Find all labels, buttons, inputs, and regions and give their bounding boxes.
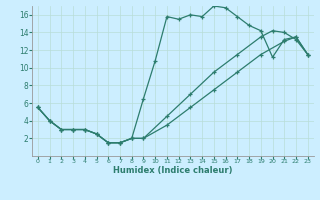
X-axis label: Humidex (Indice chaleur): Humidex (Indice chaleur) — [113, 166, 233, 175]
